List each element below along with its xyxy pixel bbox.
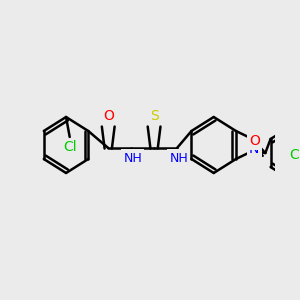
Text: S: S xyxy=(150,109,158,123)
Text: O: O xyxy=(103,109,114,123)
Text: NH: NH xyxy=(124,152,142,164)
Text: N: N xyxy=(249,142,260,156)
Text: Cl: Cl xyxy=(63,140,76,154)
Text: NH: NH xyxy=(169,152,188,164)
Text: Cl: Cl xyxy=(290,148,300,162)
Text: O: O xyxy=(249,134,260,148)
